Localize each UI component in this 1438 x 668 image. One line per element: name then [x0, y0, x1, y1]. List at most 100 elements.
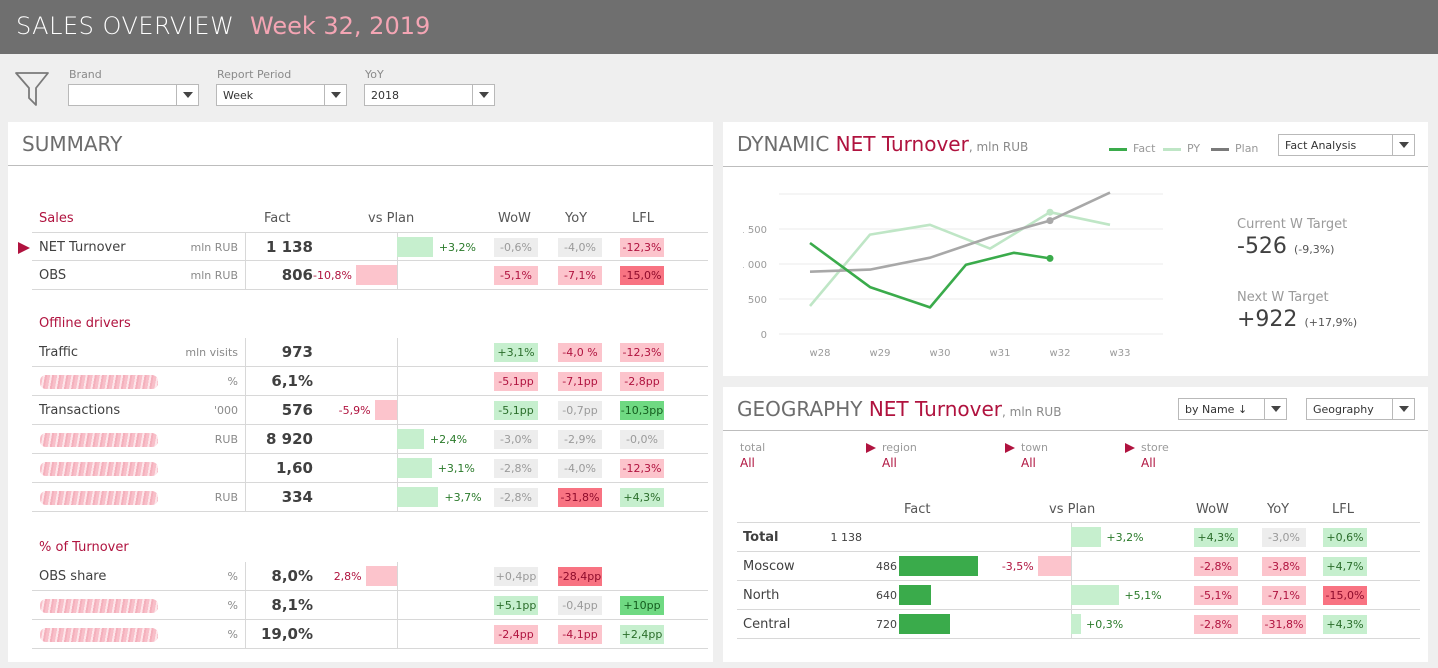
- funnel-icon[interactable]: [14, 70, 50, 108]
- yoy-value: 2018: [371, 89, 399, 102]
- analysis-dropdown[interactable]: Fact Analysis: [1278, 134, 1415, 156]
- section-title: Sales: [39, 211, 74, 226]
- vs-plan-value: -10,8%: [313, 269, 352, 282]
- table-row[interactable]: North 640 +5,1% -5,1% -7,1% -15,0%: [737, 581, 1420, 610]
- table-row[interactable]: % 19,0% -2,4pp -4,1pp +2,4pp: [32, 620, 708, 649]
- level-value[interactable]: All: [1021, 456, 1036, 470]
- row-fact: 720: [876, 618, 897, 631]
- legend-py: PY: [1163, 142, 1200, 155]
- legend-plan: Plan: [1211, 142, 1258, 155]
- lfl-badge: +10pp: [620, 596, 664, 615]
- yoy-badge: -4,1pp: [558, 625, 602, 644]
- y-tick-label: 500: [748, 295, 767, 306]
- marker-plan: [1046, 217, 1054, 225]
- table-row[interactable]: Total 1 138 +3,2% +4,3% -3,0% +0,6%: [737, 523, 1420, 552]
- legend-label: Plan: [1235, 142, 1259, 155]
- report-period-filter: Report Period Week: [216, 68, 347, 106]
- report-period-dropdown[interactable]: Week: [216, 84, 347, 106]
- table-row[interactable]: % 6,1% -5,1pp -7,1pp -2,8pp: [32, 367, 708, 396]
- vs-plan-bar: [397, 458, 432, 478]
- table-row[interactable]: RUB 334 +3,7% -2,8% -31,8% +4,3%: [32, 483, 708, 512]
- legend-swatch: [1109, 147, 1127, 151]
- fact-bar: [899, 585, 932, 605]
- chevron-down-icon[interactable]: [176, 85, 198, 105]
- redacted-name: [40, 462, 158, 476]
- vs-plan-bar: [365, 566, 397, 586]
- row-unit: mln RUB: [190, 269, 238, 282]
- chevron-down-icon[interactable]: [472, 85, 494, 105]
- level-value[interactable]: All: [1141, 456, 1156, 470]
- yoy-dropdown[interactable]: 2018: [364, 84, 495, 106]
- yoy-badge: -7,1pp: [558, 372, 602, 391]
- col-wow: WoW: [1196, 502, 1229, 517]
- row-unit: [172, 454, 238, 483]
- legend-fact: Fact: [1109, 142, 1155, 155]
- dimension-value: Geography: [1313, 403, 1374, 416]
- table-row[interactable]: Transactions '000 576 -5,9% -5,1pp -0,7pp -10,…: [32, 396, 708, 425]
- row-name: Total: [743, 530, 779, 545]
- yoy-badge: -0,4pp: [558, 596, 602, 615]
- report-period-value: Week: [223, 89, 254, 102]
- table-row[interactable]: Traffic mln visits 973 +3,1% -4,0 % -12,3%: [32, 338, 708, 367]
- brand-dropdown[interactable]: [68, 84, 199, 106]
- wow-badge: +0,4pp: [494, 567, 538, 586]
- table-row[interactable]: Central 720 +0,3% -2,8% -31,8% +4,3%: [737, 610, 1420, 639]
- chevron-down-icon[interactable]: [1392, 399, 1414, 419]
- table-row[interactable]: Moscow 486 -3,5% -2,8% -3,8% +4,7%: [737, 552, 1420, 581]
- arrow-right-icon: [1125, 443, 1135, 453]
- selected-arrow-icon: [18, 242, 30, 254]
- chevron-down-icon[interactable]: [324, 85, 346, 105]
- chevron-down-icon[interactable]: [1264, 399, 1286, 419]
- row-fact: 1 138: [266, 238, 313, 256]
- row-fact: 576: [281, 401, 313, 419]
- row-fact: 19,0%: [260, 625, 313, 643]
- level-value[interactable]: All: [882, 456, 897, 470]
- row-unit: %: [227, 570, 238, 583]
- table-row[interactable]: 1,60 +3,1% -2,8% -4,0% -12,3%: [32, 454, 708, 483]
- lfl-badge: -12,3%: [620, 238, 664, 257]
- divider: [245, 620, 246, 649]
- geography-title-metric: NET Turnover: [868, 397, 1003, 421]
- lfl-badge: +2,4pp: [620, 625, 664, 644]
- vs-plan-bar: [1037, 556, 1071, 576]
- dimension-dropdown[interactable]: Geography: [1306, 398, 1415, 420]
- vs-plan-value: -3,5%: [1001, 560, 1034, 573]
- wow-badge: -2,8%: [1194, 615, 1238, 634]
- yoy-badge: -4,0%: [558, 459, 602, 478]
- brand-label: Brand: [69, 68, 102, 81]
- lfl-badge: +0,6%: [1323, 528, 1367, 547]
- series-plan-line: [809, 191, 1111, 273]
- level-value[interactable]: All: [740, 456, 755, 470]
- divider: [397, 562, 398, 591]
- table-row[interactable]: OBS share% 8,0% 2,8% +0,4pp -28,4pp: [32, 562, 708, 591]
- row-name: OBS share: [39, 569, 107, 584]
- row-fact: 486: [876, 560, 897, 573]
- table-row[interactable]: OBS mln RUB 806 -10,8% -5,1% -7,1% -15,0%: [32, 261, 708, 290]
- level-total[interactable]: total All: [740, 441, 765, 470]
- table-row[interactable]: % 8,1% +5,1pp -0,4pp +10pp: [32, 591, 708, 620]
- turnover-line-chart: 0 500 1 000 1 500 w28 w29 w30 w31 w32 w33: [743, 191, 1163, 359]
- level-town[interactable]: town All: [1005, 441, 1048, 470]
- vs-plan-bar: [374, 400, 397, 420]
- row-fact: 8 920: [266, 430, 313, 448]
- level-region[interactable]: region All: [866, 441, 917, 470]
- lfl-badge: -15,0%: [620, 266, 664, 285]
- current-target-label: Current W Target: [1237, 217, 1348, 232]
- row-unit: %: [227, 628, 238, 641]
- table-row[interactable]: NET Turnover mln RUB 1 138 +3,2% -0,6% -4,0% -…: [18, 232, 708, 262]
- wow-badge: -5,1%: [494, 266, 538, 285]
- current-target-value: -526: [1237, 234, 1287, 259]
- series-py-line: [809, 210, 1111, 307]
- dynamic-title: DYNAMIC NET Turnover, mln RUB: [737, 132, 1028, 156]
- vs-plan-bar: [1071, 614, 1081, 634]
- redacted-name: [40, 491, 158, 505]
- row-unit: '000: [213, 404, 238, 417]
- wow-badge: -2,4pp: [494, 625, 538, 644]
- level-store[interactable]: store All: [1125, 441, 1169, 470]
- sort-dropdown[interactable]: by Name ↓: [1178, 398, 1287, 420]
- table-row[interactable]: RUB 8 920 +2,4% -3,0% -2,9% -0,0%: [32, 425, 708, 454]
- divider: [245, 425, 246, 454]
- yoy-badge: -31,8%: [1262, 615, 1306, 634]
- chevron-down-icon[interactable]: [1392, 135, 1414, 155]
- yoy-badge: -7,1%: [1262, 586, 1306, 605]
